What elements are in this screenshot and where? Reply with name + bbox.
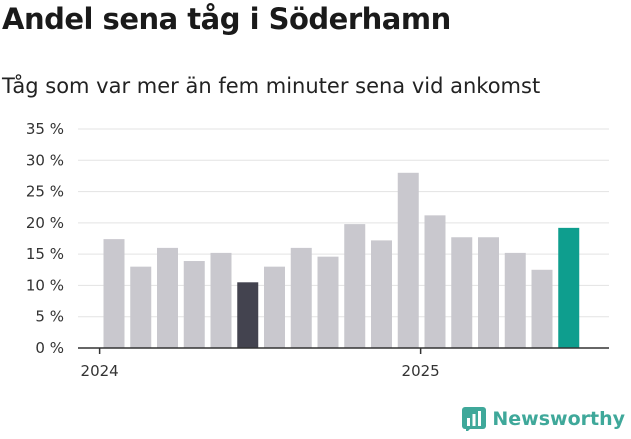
bar: [183, 261, 205, 348]
bar: [237, 282, 259, 348]
bars: [103, 172, 580, 348]
x-axis: 2024 2025: [78, 347, 609, 380]
newsworthy-chart-icon: [462, 407, 487, 431]
bar: [531, 269, 553, 348]
bar: [264, 266, 285, 348]
bar: [210, 252, 232, 348]
bar: [103, 239, 125, 348]
bar: [397, 172, 419, 348]
y-tick-label: 5 %: [35, 308, 64, 326]
y-tick-label: 20 %: [26, 214, 64, 232]
bar: [290, 247, 312, 348]
y-tick-label: 25 %: [26, 183, 64, 201]
y-tick-label: 35 %: [26, 120, 64, 138]
bar: [130, 266, 152, 348]
x-tick-label: 2025: [402, 362, 440, 380]
bar: [344, 224, 366, 348]
y-axis-labels: 0 % 5 % 10 % 15 % 20 % 25 % 30 % 35 %: [26, 120, 64, 357]
bar: [558, 227, 580, 348]
chart-subtitle: Tåg som var mer än fem minuter sena vid …: [2, 74, 541, 98]
brand-name: Newsworthy: [492, 408, 625, 430]
y-tick-label: 0 %: [35, 339, 64, 357]
bar: [478, 237, 499, 348]
bar: [504, 252, 526, 348]
bar: [157, 247, 178, 348]
bar: [424, 215, 446, 348]
chart-title: Andel sena tåg i Söderhamn: [2, 2, 451, 36]
y-tick-label: 10 %: [26, 276, 64, 294]
y-tick-label: 30 %: [26, 151, 64, 169]
y-tick-label: 15 %: [26, 245, 64, 263]
x-tick-label: 2024: [81, 362, 119, 380]
bar: [451, 237, 473, 348]
newsworthy-logo: Newsworthy: [462, 407, 625, 431]
bar: [317, 256, 339, 348]
bar: [371, 240, 392, 348]
